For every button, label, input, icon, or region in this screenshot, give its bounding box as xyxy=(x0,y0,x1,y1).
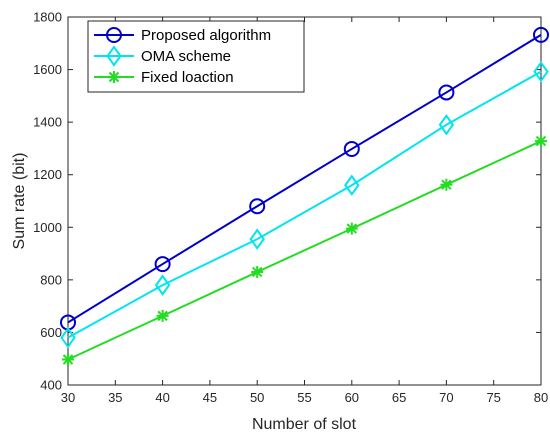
legend-label: Proposed algorithm xyxy=(141,27,271,44)
x-tick-label: 40 xyxy=(155,390,169,405)
y-tick-label: 1400 xyxy=(33,115,62,130)
data-point xyxy=(438,114,455,136)
series-line xyxy=(67,34,542,324)
x-tick-label: 80 xyxy=(534,390,548,405)
data-point xyxy=(344,174,360,196)
data-point xyxy=(533,26,549,43)
data-point xyxy=(156,309,169,322)
x-tick-label: 45 xyxy=(203,390,217,405)
data-point xyxy=(345,222,358,235)
legend-item: OMA scheme xyxy=(94,45,231,67)
data-point xyxy=(535,135,547,148)
x-tick-label: 55 xyxy=(297,390,311,405)
x-tick-label: 30 xyxy=(61,390,75,405)
axis-ticks: 30 35 40 45 50 55 60 65 70 75 80 400 600 800 1000 1200 1… xyxy=(33,10,548,406)
legend-marker xyxy=(106,45,122,67)
data-point xyxy=(62,353,74,366)
series-oma-scheme xyxy=(60,60,549,349)
data-point xyxy=(249,198,266,215)
data-point xyxy=(440,178,453,191)
series-layer xyxy=(60,26,549,366)
x-tick-label: 70 xyxy=(439,390,453,405)
series-line xyxy=(67,140,542,361)
data-point xyxy=(343,140,360,157)
data-point xyxy=(154,274,171,296)
y-tick-label: 600 xyxy=(40,325,62,340)
legend-label: OMA scheme xyxy=(141,48,231,65)
data-point xyxy=(249,228,265,250)
x-tick-label: 65 xyxy=(392,390,406,405)
series-fixed-loaction xyxy=(62,135,547,366)
x-tick-label: 35 xyxy=(108,390,122,405)
legend-label: Fixed loaction xyxy=(141,69,234,86)
y-axis-label: Sum rate (bit) xyxy=(11,153,28,250)
y-tick-label: 800 xyxy=(40,272,62,287)
legend-item: Proposed algorithm xyxy=(94,27,271,44)
legend-item: Fixed loaction xyxy=(94,69,234,86)
series-proposed-algorithm xyxy=(60,26,549,331)
x-axis-label: Number of slot xyxy=(252,416,357,433)
x-tick-label: 60 xyxy=(345,390,359,405)
data-point xyxy=(60,326,76,349)
legend-marker xyxy=(106,27,122,43)
data-point xyxy=(251,265,264,278)
legend: Proposed algorithm OMA scheme Fixed loacti… xyxy=(87,20,305,93)
x-tick-label: 75 xyxy=(486,390,500,405)
y-tick-label: 1200 xyxy=(33,167,62,182)
x-tick-label: 50 xyxy=(250,390,264,405)
data-point xyxy=(533,60,549,83)
data-point xyxy=(438,84,455,101)
y-tick-label: 1000 xyxy=(33,220,62,235)
y-tick-label: 400 xyxy=(40,378,62,393)
legend-marker xyxy=(108,71,120,83)
data-point xyxy=(154,256,171,273)
series-line xyxy=(67,70,542,339)
y-tick-label: 1600 xyxy=(33,62,62,77)
y-tick-label: 1800 xyxy=(33,10,62,25)
